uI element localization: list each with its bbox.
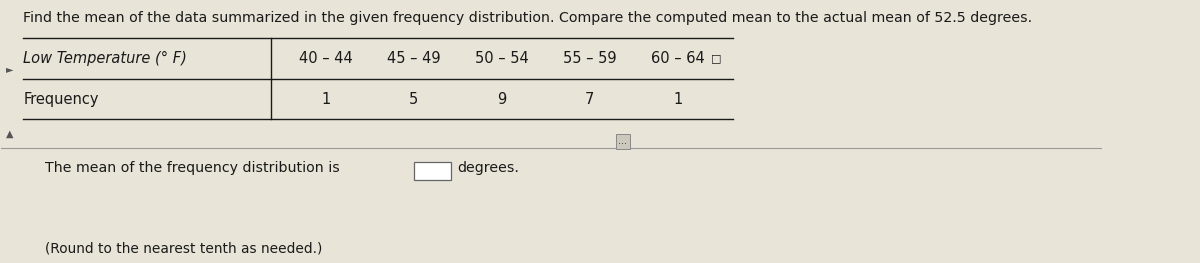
Text: 40 – 44: 40 – 44 (299, 51, 353, 66)
Text: ▲: ▲ (6, 128, 13, 138)
Text: ...: ... (618, 136, 628, 146)
FancyBboxPatch shape (414, 161, 451, 180)
Text: 9: 9 (497, 92, 506, 107)
Text: (Round to the nearest tenth as needed.): (Round to the nearest tenth as needed.) (46, 242, 323, 256)
Text: 1: 1 (322, 92, 330, 107)
Text: Low Temperature (° F): Low Temperature (° F) (23, 51, 187, 66)
Text: Frequency: Frequency (23, 92, 98, 107)
Text: 1: 1 (673, 92, 683, 107)
Text: 60 – 64: 60 – 64 (650, 51, 704, 66)
Text: The mean of the frequency distribution is: The mean of the frequency distribution i… (46, 161, 340, 175)
Text: Find the mean of the data summarized in the given frequency distribution. Compar: Find the mean of the data summarized in … (23, 11, 1032, 24)
Text: 50 – 54: 50 – 54 (475, 51, 528, 66)
Text: 55 – 59: 55 – 59 (563, 51, 617, 66)
Text: degrees.: degrees. (457, 161, 520, 175)
Text: ►: ► (6, 64, 13, 74)
Text: 5: 5 (409, 92, 419, 107)
Text: □: □ (710, 54, 721, 64)
Text: 7: 7 (584, 92, 594, 107)
Text: 45 – 49: 45 – 49 (386, 51, 440, 66)
